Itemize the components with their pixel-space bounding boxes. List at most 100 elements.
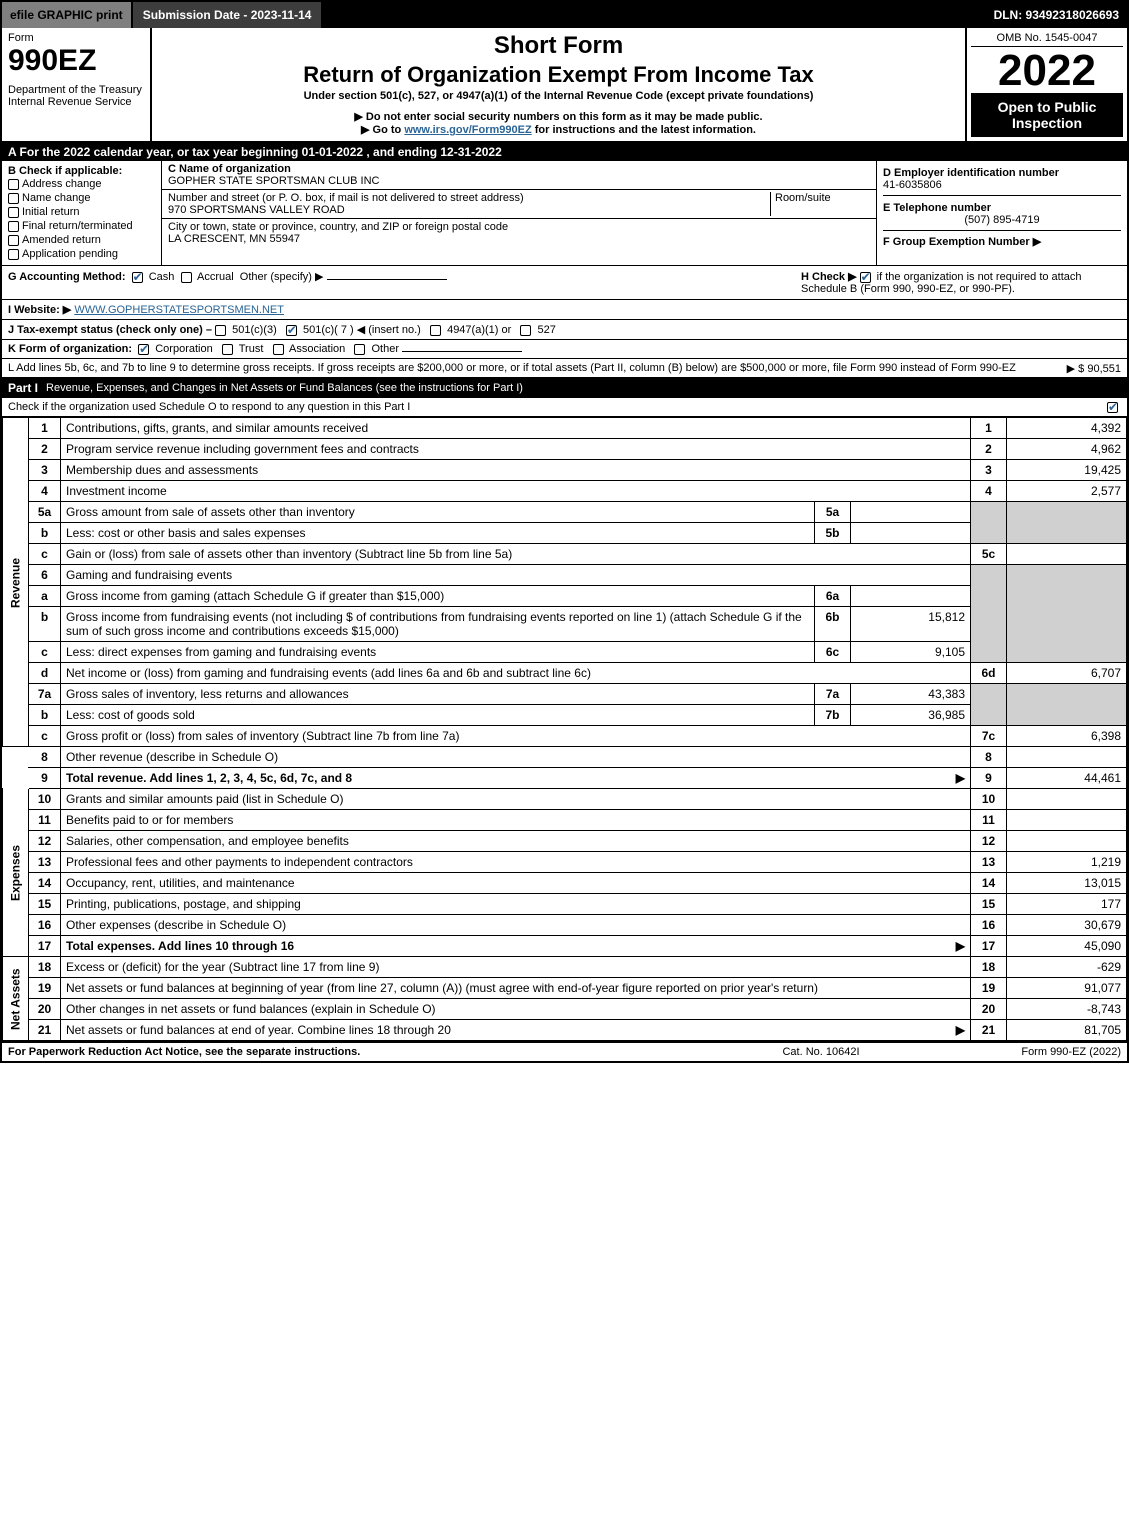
website-label: I Website: ▶	[8, 304, 71, 316]
city-value: LA CRESCENT, MN 55947	[168, 233, 870, 245]
tax-year: 2022	[971, 49, 1123, 93]
section-b: B Check if applicable: Address change Na…	[2, 161, 162, 265]
name-label: C Name of organization	[168, 163, 870, 175]
col-val: 13,015	[1007, 873, 1127, 894]
lineno: 6	[29, 565, 61, 586]
line-desc: Benefits paid to or for members	[66, 813, 233, 827]
part1-title: Part I	[8, 381, 38, 395]
check-application-pending[interactable]: Application pending	[8, 247, 155, 261]
checkbox-accrual[interactable]	[181, 272, 192, 283]
col-id: 4	[971, 481, 1007, 502]
checkbox-icon[interactable]	[8, 235, 19, 246]
check-label: Name change	[22, 192, 91, 204]
line-a: A For the 2022 calendar year, or tax yea…	[2, 143, 1127, 161]
check-final-return[interactable]: Final return/terminated	[8, 219, 155, 233]
col-id: 14	[971, 873, 1007, 894]
sub-id: 7b	[815, 705, 851, 726]
check-label: Initial return	[22, 206, 79, 218]
return-title: Return of Organization Exempt From Incom…	[160, 62, 957, 88]
accrual-label: Accrual	[197, 271, 234, 283]
netassets-side: Net Assets	[3, 957, 29, 1041]
checkbox-527[interactable]	[520, 325, 531, 336]
lineno: 17	[29, 936, 61, 957]
lineno: 19	[29, 978, 61, 999]
phone-label: E Telephone number	[883, 202, 1121, 214]
irs-label: Internal Revenue Service	[8, 96, 144, 108]
line-desc: Net income or (loss) from gaming and fun…	[66, 666, 591, 680]
check-address-change[interactable]: Address change	[8, 177, 155, 191]
col-id: 20	[971, 999, 1007, 1020]
no-ssn-line: ▶ Do not enter social security numbers o…	[160, 110, 957, 123]
checkbox-other[interactable]	[354, 344, 365, 355]
room-label: Room/suite	[775, 192, 870, 204]
col-id: 18	[971, 957, 1007, 978]
lineno: 8	[29, 747, 61, 768]
line-desc: Occupancy, rent, utilities, and maintena…	[66, 876, 295, 890]
checkbox-4947[interactable]	[430, 325, 441, 336]
lineno: 11	[29, 810, 61, 831]
row-l-amount: ▶ $ 90,551	[1067, 362, 1121, 375]
lineno: c	[29, 726, 61, 747]
lineno: 13	[29, 852, 61, 873]
col-val	[1007, 747, 1127, 768]
footer-left: For Paperwork Reduction Act Notice, see …	[8, 1046, 721, 1058]
checkbox-part1[interactable]	[1107, 402, 1118, 413]
under-section: Under section 501(c), 527, or 4947(a)(1)…	[160, 90, 957, 102]
checkbox-h[interactable]	[860, 272, 871, 283]
other-label: Other (specify) ▶	[240, 271, 324, 283]
col-val: 6,398	[1007, 726, 1127, 747]
submission-date: Submission Date - 2023-11-14	[133, 2, 324, 28]
efile-print-button[interactable]: efile GRAPHIC print	[2, 2, 133, 28]
part1-header: Part I Revenue, Expenses, and Changes in…	[2, 378, 1127, 398]
shade-cell	[971, 565, 1007, 663]
checkbox-corp[interactable]	[138, 344, 149, 355]
col-val: 4,962	[1007, 439, 1127, 460]
checkbox-icon[interactable]	[8, 193, 19, 204]
revenue-side: Revenue	[3, 418, 29, 747]
city-label: City or town, state or province, country…	[168, 221, 870, 233]
col-id: 19	[971, 978, 1007, 999]
col-val: 6,707	[1007, 663, 1127, 684]
line-desc: Gross income from fundraising events (no…	[66, 610, 802, 638]
check-label: Application pending	[22, 248, 118, 260]
footer: For Paperwork Reduction Act Notice, see …	[2, 1041, 1127, 1061]
checkbox-501c3[interactable]	[215, 325, 226, 336]
line-desc: Investment income	[66, 484, 167, 498]
row-i: I Website: ▶ WWW.GOPHERSTATESPORTSMEN.NE…	[2, 300, 1127, 320]
checkbox-icon[interactable]	[8, 179, 19, 190]
lineno: 12	[29, 831, 61, 852]
lineno: 20	[29, 999, 61, 1020]
finance-table: Revenue 1 Contributions, gifts, grants, …	[2, 417, 1127, 1041]
irs-link[interactable]: www.irs.gov/Form990EZ	[404, 124, 531, 136]
line-desc: Professional fees and other payments to …	[66, 855, 413, 869]
sub-id: 5b	[815, 523, 851, 544]
col-val: 30,679	[1007, 915, 1127, 936]
lineno: 2	[29, 439, 61, 460]
website-link[interactable]: WWW.GOPHERSTATESPORTSMEN.NET	[74, 304, 284, 316]
lineno: 16	[29, 915, 61, 936]
arrow-icon: ▶	[956, 771, 965, 785]
street-value: 970 SPORTSMANS VALLEY ROAD	[168, 204, 770, 216]
sub-val: 36,985	[851, 705, 971, 726]
other-input[interactable]	[327, 279, 447, 280]
col-val	[1007, 831, 1127, 852]
col-id: 9	[971, 768, 1007, 789]
col-id: 2	[971, 439, 1007, 460]
line-desc: Gross sales of inventory, less returns a…	[66, 687, 349, 701]
check-name-change[interactable]: Name change	[8, 191, 155, 205]
checkbox-icon[interactable]	[8, 221, 19, 232]
checkbox-icon[interactable]	[8, 249, 19, 260]
line-desc: Gain or (loss) from sale of assets other…	[66, 547, 512, 561]
checkbox-cash[interactable]	[132, 272, 143, 283]
checkbox-trust[interactable]	[222, 344, 233, 355]
line-desc: Less: cost of goods sold	[66, 708, 195, 722]
shade-cell	[1007, 684, 1127, 726]
other-org-input[interactable]	[402, 351, 522, 352]
checkbox-icon[interactable]	[8, 207, 19, 218]
checkbox-assoc[interactable]	[273, 344, 284, 355]
check-amended-return[interactable]: Amended return	[8, 233, 155, 247]
footer-mid: Cat. No. 10642I	[721, 1046, 921, 1058]
sub-val	[851, 586, 971, 607]
check-initial-return[interactable]: Initial return	[8, 205, 155, 219]
checkbox-501c[interactable]	[286, 325, 297, 336]
